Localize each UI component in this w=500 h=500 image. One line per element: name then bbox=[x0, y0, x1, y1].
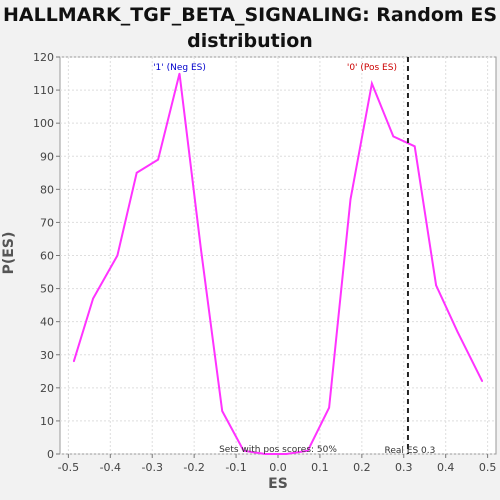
x-tick-label: 0.4 bbox=[437, 461, 455, 474]
x-tick-label: -0.5 bbox=[58, 461, 79, 474]
data-point bbox=[116, 254, 119, 257]
data-point bbox=[200, 248, 202, 250]
data-point bbox=[328, 406, 330, 409]
y-tick-label: 0 bbox=[47, 448, 54, 461]
chart-title-line-1: HALLMARK_TGF_BETA_SIGNALING: Random ES bbox=[2, 4, 498, 26]
x-tick-label: 0.2 bbox=[353, 461, 371, 474]
data-point bbox=[135, 171, 138, 174]
x-tick-label: 0.1 bbox=[311, 461, 329, 474]
data-point bbox=[392, 135, 395, 138]
data-point bbox=[371, 82, 373, 85]
data-point bbox=[73, 360, 75, 363]
data-point bbox=[285, 453, 288, 455]
data-point bbox=[92, 297, 94, 300]
y-tick-label: 80 bbox=[40, 183, 54, 196]
x-tick-label: -0.2 bbox=[183, 461, 204, 474]
data-point bbox=[413, 145, 416, 148]
x-tick-label: -0.3 bbox=[141, 461, 162, 474]
y-tick-label: 50 bbox=[40, 283, 54, 296]
chart-title: HALLMARK_TGF_BETA_SIGNALING: Random ES d… bbox=[0, 2, 500, 54]
data-point bbox=[456, 330, 459, 333]
y-tick-label: 40 bbox=[40, 316, 54, 329]
data-point bbox=[435, 284, 437, 287]
chart-title-line-2: distribution bbox=[187, 30, 313, 52]
series-line bbox=[72, 73, 484, 455]
x-tick-label: 0.5 bbox=[479, 461, 497, 474]
pos-scores-annotation: Sets with pos scores: 50% bbox=[219, 445, 337, 455]
y-tick-label: 90 bbox=[40, 150, 54, 163]
y-tick-label: 60 bbox=[40, 250, 54, 263]
data-point bbox=[178, 72, 181, 75]
pos-es-annotation: '0' (Pos ES) bbox=[347, 63, 397, 73]
real-es-label: Real ES 0.3 bbox=[385, 446, 436, 456]
data-point bbox=[306, 449, 309, 452]
data-point bbox=[349, 198, 352, 201]
x-tick-label: -0.1 bbox=[225, 461, 246, 474]
x-tick-label: -0.4 bbox=[100, 461, 121, 474]
neg-es-annotation: '1' (Neg ES) bbox=[153, 63, 206, 73]
y-tick-label: 20 bbox=[40, 382, 54, 395]
x-axis-label: ES bbox=[268, 476, 288, 492]
data-point bbox=[242, 449, 245, 452]
y-tick-label: 120 bbox=[33, 51, 54, 64]
y-tick-label: 30 bbox=[40, 349, 54, 362]
y-tick-label: 110 bbox=[33, 84, 54, 97]
data-point bbox=[157, 158, 159, 161]
data-point bbox=[221, 410, 224, 412]
y-tick-label: 100 bbox=[33, 117, 54, 130]
y-tick-label: 70 bbox=[40, 216, 54, 229]
data-point bbox=[481, 380, 483, 383]
x-tick-label: 0.3 bbox=[395, 461, 413, 474]
data-point bbox=[264, 453, 266, 455]
x-tick-label: 0.0 bbox=[269, 461, 287, 474]
y-tick-label: 10 bbox=[40, 415, 54, 428]
y-axis-label: P(ES) bbox=[1, 231, 17, 275]
